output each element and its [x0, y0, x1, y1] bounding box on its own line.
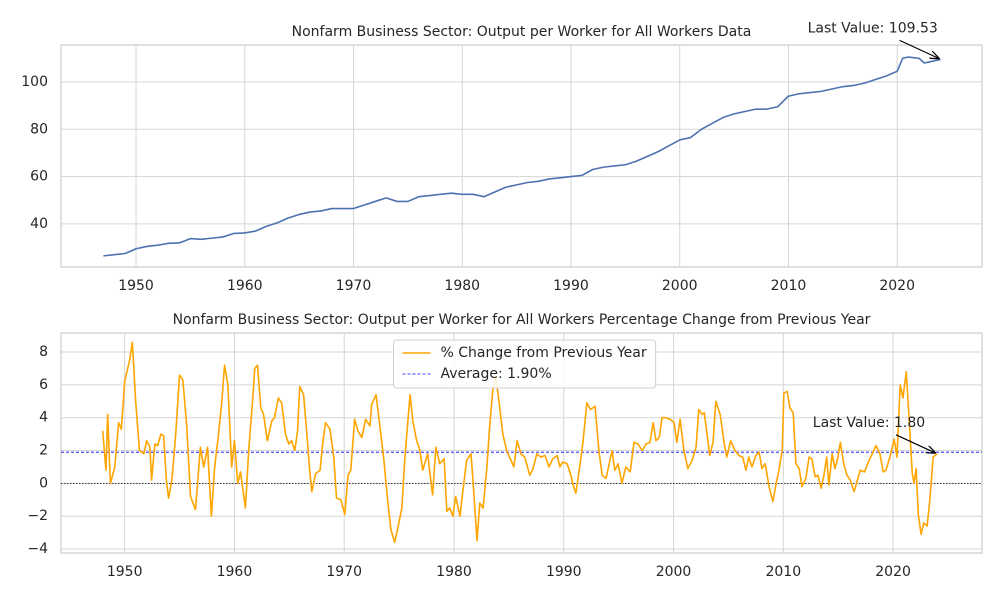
legend-label: % Change from Previous Year	[441, 345, 647, 361]
x-tick-label: 2000	[662, 278, 698, 294]
annotation: Last Value: 109.53	[808, 20, 938, 36]
annotation-arrow	[899, 39, 939, 58]
x-tick-label: 1980	[444, 278, 480, 294]
y-tick-label: 4	[39, 410, 48, 426]
x-tick-label: 1960	[217, 564, 253, 580]
y-tick-label: 2	[39, 443, 48, 459]
x-tick-label: 2000	[656, 564, 692, 580]
x-tick-label: 2020	[879, 278, 915, 294]
x-tick-label: 2010	[771, 278, 807, 294]
x-tick-label: 2010	[765, 564, 801, 580]
x-tick-label: 1990	[546, 564, 582, 580]
data-line	[101, 341, 938, 544]
y-tick-label: 40	[30, 216, 48, 232]
data-line	[103, 56, 941, 257]
x-tick-label: 1990	[553, 278, 589, 294]
legend: % Change from Previous Year Average: 1.90…	[393, 339, 657, 389]
y-tick-label: 6	[39, 377, 48, 393]
x-tick-label: 1950	[107, 564, 143, 580]
x-tick-label: 1980	[436, 564, 472, 580]
plot-frame	[60, 332, 983, 554]
x-tick-label: 1960	[227, 278, 263, 294]
y-tick-label: 8	[39, 344, 48, 360]
annotation-arrow	[895, 434, 935, 453]
y-tick-label: −4	[27, 541, 48, 557]
x-tick-label: 2020	[875, 564, 911, 580]
chart-title: Nonfarm Business Sector: Output per Work…	[173, 312, 871, 328]
x-tick-label: 1970	[326, 564, 362, 580]
legend-label: Average: 1.90%	[441, 366, 552, 382]
y-tick-label: 0	[39, 475, 48, 491]
legend-box	[393, 339, 657, 389]
y-tick-label: 80	[30, 121, 48, 137]
chart-title: Nonfarm Business Sector: Output per Work…	[292, 24, 752, 40]
y-tick-label: −2	[27, 508, 48, 524]
x-tick-label: 1950	[118, 278, 154, 294]
y-tick-label: 60	[30, 169, 48, 185]
x-tick-label: 1970	[336, 278, 372, 294]
annotation: Last Value: 1.80	[813, 415, 925, 431]
y-tick-label: 100	[21, 74, 48, 90]
plot-frame	[60, 44, 983, 268]
